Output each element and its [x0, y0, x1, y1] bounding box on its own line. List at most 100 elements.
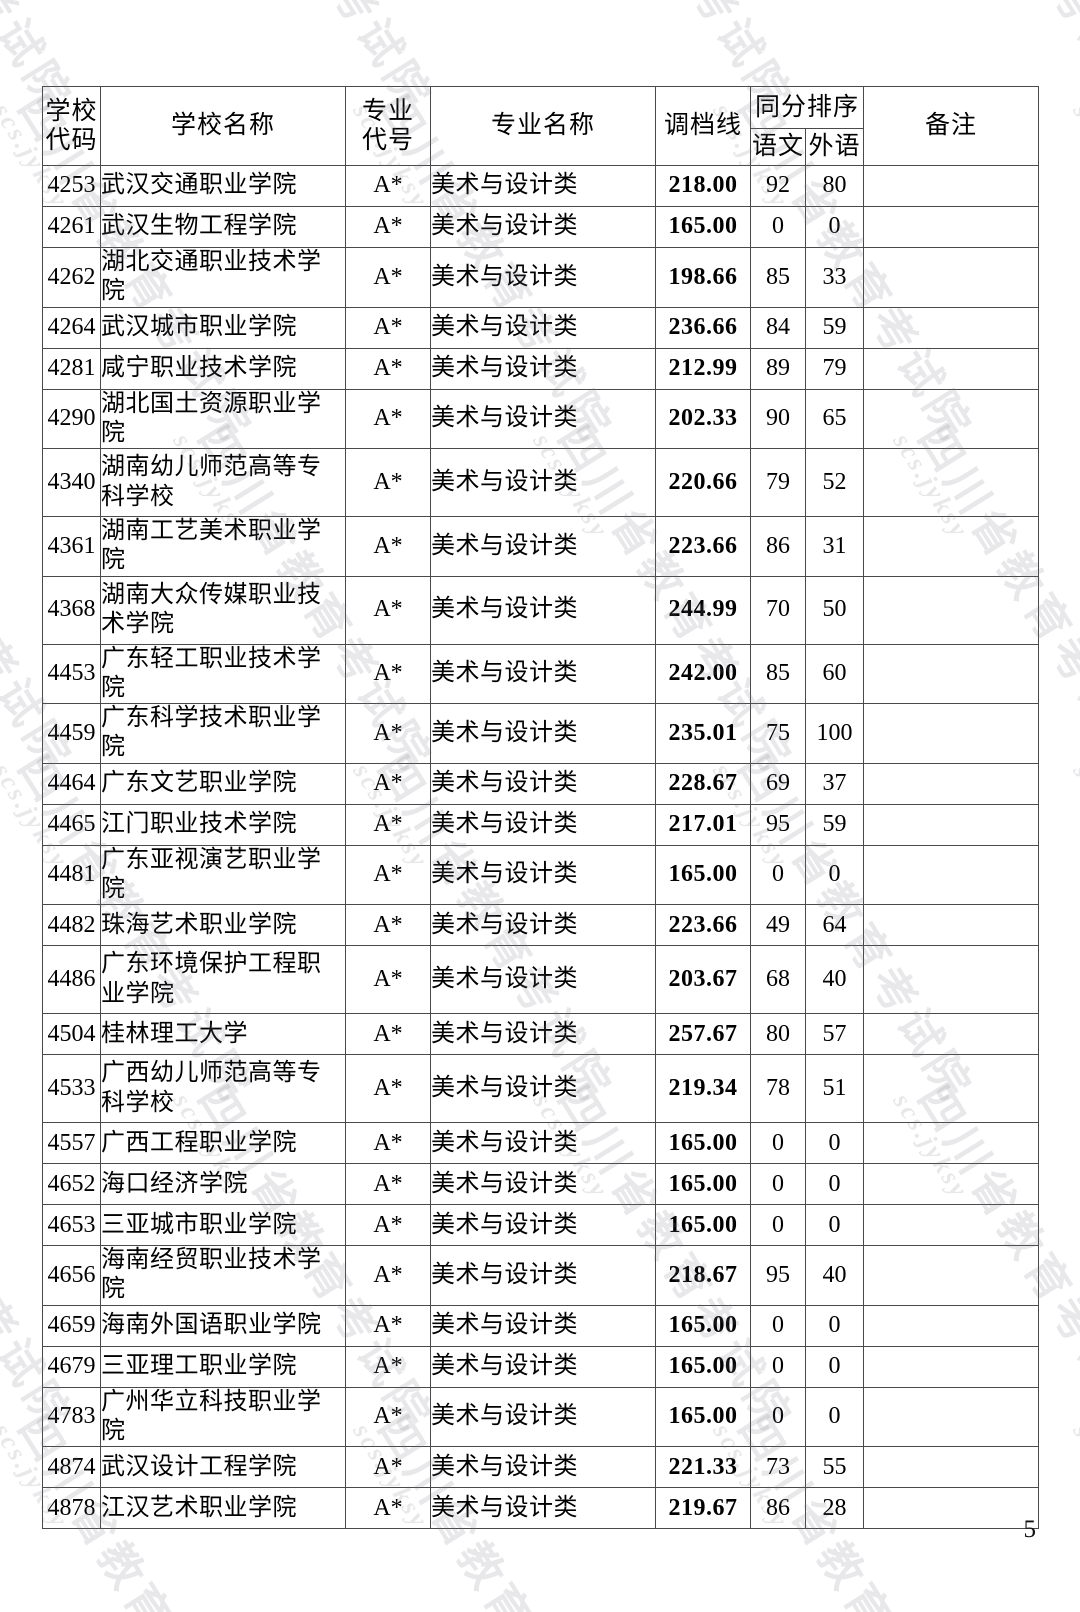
- cell-major-name: 美术与设计类: [430, 347, 656, 390]
- watermark-text-en: scs.jyksy: [1067, 98, 1080, 215]
- cell-remark: [863, 762, 1040, 805]
- cell-remark: [863, 945, 1040, 1015]
- cell-school-code: 4656: [42, 1245, 101, 1306]
- cell-major-code: A*: [345, 643, 431, 705]
- cell-chinese: 95: [750, 803, 806, 846]
- cell-score-line: 165.00: [655, 1204, 751, 1247]
- header-score-line: 调档线: [655, 86, 751, 166]
- cell-chinese: 49: [750, 904, 806, 947]
- cell-chinese: 75: [750, 703, 806, 764]
- cell-remark: [863, 904, 1040, 947]
- cell-major-name: 美术与设计类: [430, 904, 656, 947]
- cell-school-code: 4465: [42, 803, 101, 846]
- cell-school-name: 三亚城市职业学院: [100, 1204, 346, 1247]
- cell-chinese: 85: [750, 247, 806, 308]
- cell-chinese: 80: [750, 1013, 806, 1056]
- cell-major-code: A*: [345, 703, 431, 764]
- cell-remark: [863, 1446, 1040, 1489]
- cell-major-name: 美术与设计类: [430, 1245, 656, 1306]
- cell-remark: [863, 575, 1040, 645]
- cell-school-code: 4262: [42, 247, 101, 308]
- table-row: 4652 海口经济学院 A* 美术与设计类 165.00 0 0: [42, 1163, 1040, 1206]
- cell-foreign: 80: [804, 165, 865, 207]
- cell-school-name: 广东环境保护工程职业学院: [100, 945, 346, 1015]
- cell-remark: [863, 703, 1040, 764]
- cell-school-code: 4533: [42, 1054, 101, 1124]
- cell-school-code: 4652: [42, 1163, 101, 1206]
- cell-chinese: 84: [750, 306, 806, 349]
- cell-school-name: 江汉艺术职业学院: [100, 1487, 346, 1530]
- header-school-code-line2: 代码: [45, 127, 98, 154]
- table-row: 4290 湖北国土资源职业学院 A* 美术与设计类 202.33 90 65: [42, 388, 1040, 450]
- cell-school-code: 4557: [42, 1122, 101, 1165]
- cell-score-line: 198.66: [655, 247, 751, 308]
- table-row: 4878 江汉艺术职业学院 A* 美术与设计类 219.67 86 28: [42, 1487, 1040, 1530]
- table-row: 4504 桂林理工大学 A* 美术与设计类 257.67 80 57: [42, 1013, 1040, 1056]
- cell-school-name: 江门职业技术学院: [100, 803, 346, 846]
- cell-chinese: 0: [750, 1345, 806, 1388]
- cell-major-name: 美术与设计类: [430, 844, 656, 906]
- cell-school-name: 海南经贸职业技术学院: [100, 1245, 346, 1306]
- cell-score-line: 219.67: [655, 1487, 751, 1530]
- cell-foreign: 79: [804, 347, 865, 390]
- table-row: 4368 湖南大众传媒职业技术学院 A* 美术与设计类 244.99 70 50: [42, 575, 1040, 645]
- cell-school-code: 4361: [42, 516, 101, 577]
- cell-school-code: 4281: [42, 347, 101, 390]
- cell-chinese: 0: [750, 1163, 806, 1206]
- cell-foreign: 0: [804, 1122, 865, 1165]
- cell-remark: [863, 388, 1040, 450]
- cell-school-code: 4659: [42, 1304, 101, 1347]
- cell-remark: [863, 165, 1040, 207]
- cell-score-line: 165.00: [655, 1345, 751, 1388]
- cell-chinese: 86: [750, 1487, 806, 1530]
- cell-major-code: A*: [345, 945, 431, 1015]
- cell-score-line: 217.01: [655, 803, 751, 846]
- cell-major-name: 美术与设计类: [430, 762, 656, 805]
- cell-remark: [863, 1487, 1040, 1530]
- cell-school-name: 广西工程职业学院: [100, 1122, 346, 1165]
- cell-school-code: 4290: [42, 388, 101, 450]
- cell-school-name: 咸宁职业技术学院: [100, 347, 346, 390]
- cell-major-code: A*: [345, 844, 431, 906]
- cell-major-name: 美术与设计类: [430, 1054, 656, 1124]
- cell-score-line: 165.00: [655, 844, 751, 906]
- cell-school-name: 海口经济学院: [100, 1163, 346, 1206]
- table-body: 4253 武汉交通职业学院 A* 美术与设计类 218.00 92 80 4261 武汉生物工程…: [42, 165, 1040, 1530]
- cell-remark: [863, 247, 1040, 308]
- cell-foreign: 100: [804, 703, 865, 764]
- cell-school-code: 4340: [42, 448, 101, 518]
- cell-major-name: 美术与设计类: [430, 703, 656, 764]
- cell-score-line: 203.67: [655, 945, 751, 1015]
- cell-school-name: 湖北交通职业技术学院: [100, 247, 346, 308]
- cell-score-line: 257.67: [655, 1013, 751, 1056]
- cell-remark: [863, 1163, 1040, 1206]
- cell-school-name: 广西幼儿师范高等专科学校: [100, 1054, 346, 1124]
- cell-score-line: 165.00: [655, 1122, 751, 1165]
- cell-remark: [863, 643, 1040, 705]
- table-row: 4464 广东文艺职业学院 A* 美术与设计类 228.67 69 37: [42, 762, 1040, 805]
- cell-chinese: 0: [750, 1386, 806, 1448]
- cell-school-name: 桂林理工大学: [100, 1013, 346, 1056]
- cell-remark: [863, 206, 1040, 248]
- cell-school-code: 4878: [42, 1487, 101, 1530]
- cell-major-code: A*: [345, 1054, 431, 1124]
- cell-chinese: 0: [750, 844, 806, 906]
- cell-school-name: 武汉城市职业学院: [100, 306, 346, 349]
- header-same-score-rank: 同分排序: [749, 86, 865, 129]
- cell-major-name: 美术与设计类: [430, 575, 656, 645]
- cell-foreign: 64: [804, 904, 865, 947]
- cell-score-line: 228.67: [655, 762, 751, 805]
- watermark-text-en: scs.jyksy: [1067, 758, 1080, 875]
- cell-school-code: 4481: [42, 844, 101, 906]
- cell-score-line: 242.00: [655, 643, 751, 705]
- header-major-code: 专业 代号: [345, 86, 431, 166]
- cell-foreign: 0: [804, 1204, 865, 1247]
- cell-remark: [863, 1386, 1040, 1448]
- cell-major-code: A*: [345, 165, 431, 207]
- cell-score-line: 223.66: [655, 904, 751, 947]
- header-major-code-line1: 专业: [361, 97, 414, 125]
- cell-score-line: 212.99: [655, 347, 751, 390]
- table-row: 4533 广西幼儿师范高等专科学校 A* 美术与设计类 219.34 78 51: [42, 1054, 1040, 1124]
- cell-major-code: A*: [345, 762, 431, 805]
- table-row: 4281 咸宁职业技术学院 A* 美术与设计类 212.99 89 79: [42, 347, 1040, 390]
